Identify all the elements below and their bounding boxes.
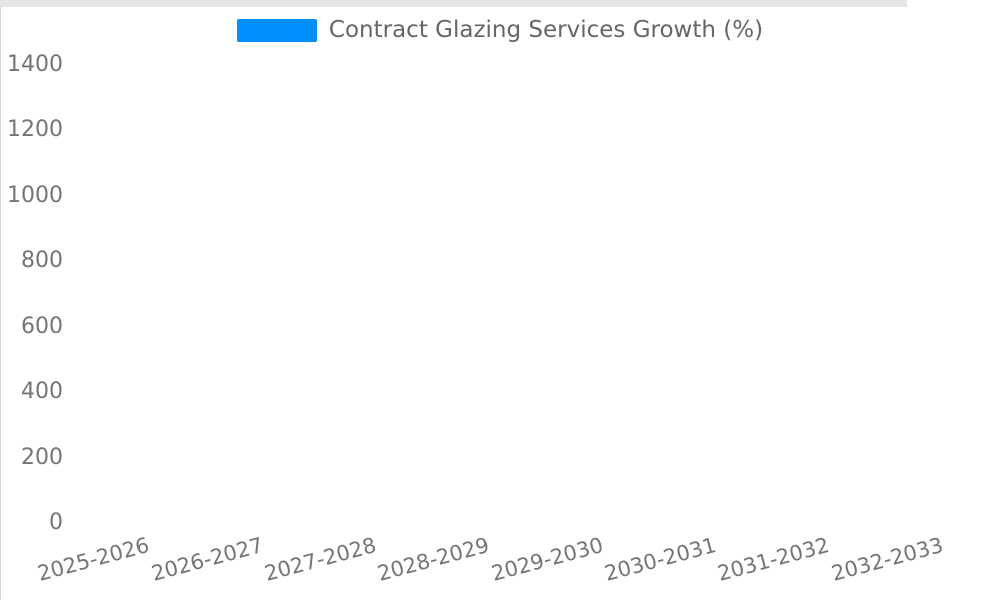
- gridline-horizontal: [0, 4, 907, 5]
- y-tick-label: 0: [49, 510, 63, 535]
- gridline-vertical: [0, 7, 1, 465]
- gridline-horizontal: [0, 3, 907, 4]
- y-tick-label: 200: [21, 444, 63, 470]
- chart-legend: Contract Glazing Services Growth (%): [0, 17, 1000, 43]
- legend-item[interactable]: Contract Glazing Services Growth (%): [236, 17, 764, 43]
- y-tick-label: 1200: [7, 117, 63, 143]
- gridline-horizontal: [0, 6, 907, 7]
- y-tick-label: 600: [21, 313, 63, 339]
- y-tick-label: 800: [21, 248, 63, 274]
- bar-value-label: 1203: [682, 313, 739, 339]
- bar-value-label: 900: [122, 362, 165, 388]
- bar-value-label: 1135: [569, 324, 626, 350]
- gridline-horizontal: [0, 2, 907, 3]
- x-tick-label: 2032-2033: [828, 533, 946, 586]
- x-tick-label: 2030-2031: [601, 533, 719, 586]
- y-tick-label: 1000: [7, 182, 63, 208]
- y-tick-label: 400: [21, 379, 63, 405]
- gridline-horizontal: [0, 5, 907, 6]
- x-tick-label: 2031-2032: [715, 533, 833, 586]
- gridline-horizontal: [0, 1, 907, 2]
- x-tick-label: 2025-2026: [35, 533, 152, 586]
- legend-color-swatch: [236, 18, 317, 42]
- bar-value-label: 1276: [795, 301, 852, 327]
- legend-label: Contract Glazing Services Growth (%): [328, 17, 764, 43]
- bar-value-label: 1011: [342, 344, 399, 370]
- gridline-vertical: [0, 465, 1, 600]
- bar-value-label: 954: [236, 353, 279, 379]
- x-tick-label: 2029-2030: [488, 533, 606, 586]
- bar-value-label: 1353: [909, 288, 966, 314]
- x-tick-label: 2028-2029: [375, 533, 493, 586]
- bar-value-label: 1071: [455, 334, 512, 360]
- x-tick-label: 2027-2028: [261, 533, 379, 586]
- x-tick-label: 2026-2027: [148, 533, 266, 586]
- y-tick-label: 1400: [7, 52, 63, 77]
- gridline-horizontal: [0, 0, 907, 1]
